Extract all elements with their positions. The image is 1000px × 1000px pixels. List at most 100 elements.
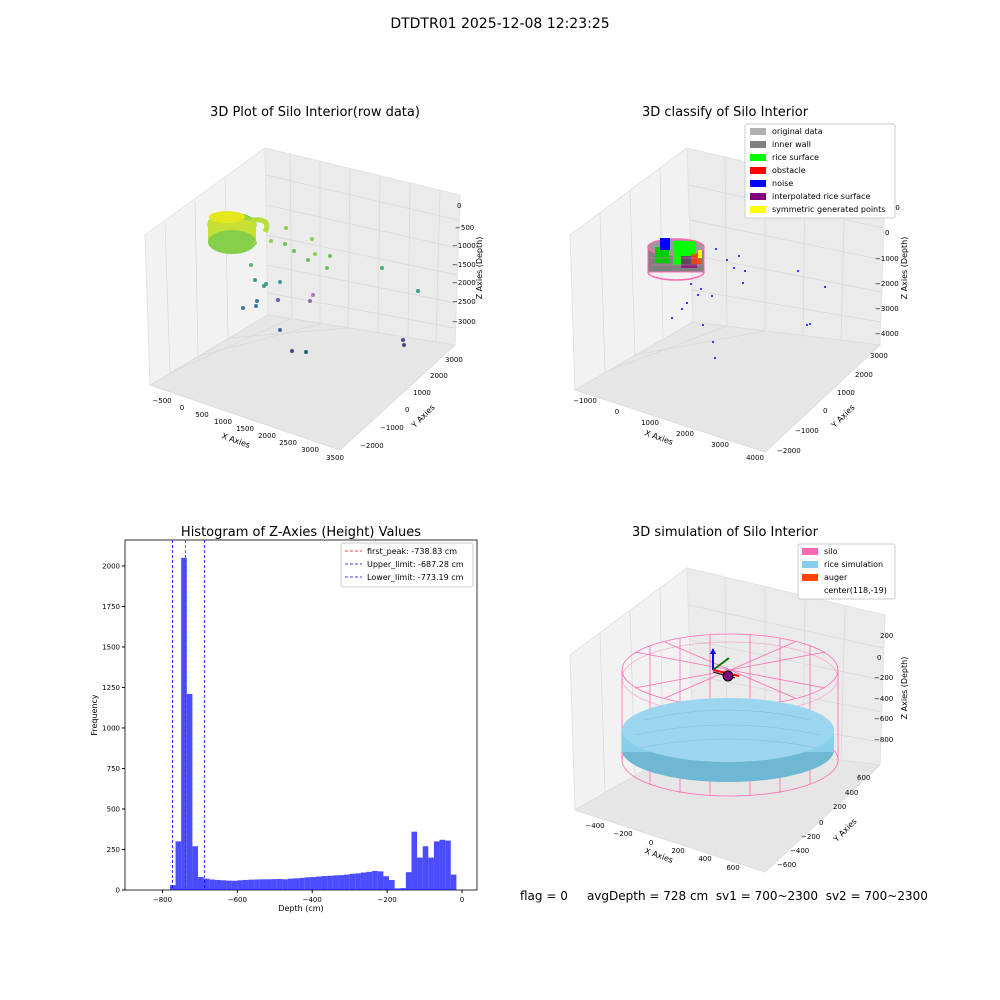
histogram-bar: [310, 877, 316, 890]
legend-label: interpolated rice surface: [772, 192, 870, 201]
classify-3d-plot: 3D classify of Silo Interior −1000 0 100…: [569, 105, 909, 462]
z-tick: −1000: [875, 255, 899, 263]
y-tick: 1750: [102, 603, 120, 611]
sim-z-label: Z Axies (Depth): [900, 657, 909, 720]
z-tick: −800: [874, 736, 893, 744]
histogram-bar: [175, 841, 182, 890]
histogram-bar: [287, 878, 294, 890]
raw-3d-plot: 3D Plot of Silo Interior(row data) −500 …: [144, 105, 484, 462]
legend-swatch: [750, 128, 766, 135]
y-tick: −600: [777, 861, 796, 869]
histogram-bar: [377, 871, 384, 890]
sim-z-ticks: 200 0 −200 −400 −600 −800: [874, 632, 893, 744]
histogram-bar: [186, 693, 193, 890]
raw-z-label: Z Axies (Depth): [475, 237, 484, 300]
histogram-bar: [271, 879, 277, 890]
histogram-bar: [198, 877, 204, 890]
z-tick: 0: [877, 654, 881, 662]
histogram-bar: [372, 870, 378, 890]
y-tick: 1000: [102, 724, 120, 732]
legend-swatch: [802, 574, 818, 581]
legend-label: rice simulation: [824, 560, 883, 569]
y-tick: −1000: [795, 427, 819, 435]
histogram-bar: [344, 874, 350, 890]
z-tick: −3000: [875, 305, 899, 313]
x-tick: 3000: [301, 446, 319, 454]
y-tick: 0: [116, 887, 120, 895]
x-tick: 0: [649, 839, 653, 847]
histogram-bar: [181, 557, 187, 890]
legend-swatch: [750, 193, 766, 200]
histogram-bar: [299, 877, 305, 890]
y-tick: 2000: [430, 372, 448, 380]
x-tick: 1000: [641, 419, 659, 427]
x-tick: −400: [303, 896, 322, 904]
raw-y-label: Y Axies: [409, 403, 437, 431]
histogram-bar: [265, 879, 272, 890]
sim-y-label: Y Axies: [831, 817, 859, 845]
legend-label: center(118,-19): [824, 586, 887, 595]
legend-label: rice surface: [772, 153, 819, 162]
x-tick: −800: [153, 896, 172, 904]
histogram-bar: [428, 857, 434, 890]
sim-auger: [710, 648, 740, 682]
x-tick: 0: [460, 896, 464, 904]
legend-swatch: [750, 167, 766, 174]
z-tick: 200: [880, 632, 893, 640]
histogram-bar: [332, 875, 339, 890]
histogram-bar: [417, 857, 423, 890]
z-tick: 0: [885, 229, 889, 237]
classify-y-label: Y Axies: [829, 403, 857, 431]
y-tick: 1000: [413, 389, 431, 397]
z-tick: −2000: [452, 279, 476, 287]
histogram-bar: [321, 876, 328, 890]
histogram-bar: [203, 878, 210, 890]
legend-label: silo: [824, 547, 838, 556]
histogram-bar: [276, 878, 283, 890]
raw-plot-title: 3D Plot of Silo Interior(row data): [210, 105, 420, 120]
x-tick: 200: [671, 847, 684, 855]
raw-grid: [164, 153, 459, 374]
classify-y-ticks: −2000 −1000 0 1000 2000 3000: [777, 352, 888, 455]
x-tick: −200: [378, 896, 397, 904]
x-tick: 600: [726, 864, 739, 872]
sim-y-ticks: −600 −400 −200 0 200 400 600: [777, 774, 870, 869]
histogram-bar: [248, 879, 255, 890]
y-tick: −400: [790, 847, 809, 855]
histogram-x-ticks: −800 −600 −400 −200 0: [153, 890, 464, 904]
legend-swatch: [802, 548, 818, 555]
raw-scatter-points: [241, 226, 420, 354]
legend-swatch: [750, 180, 766, 187]
histogram-bar: [383, 876, 389, 890]
histogram-bar: [439, 839, 446, 890]
simulation-plot-title: 3D simulation of Silo Interior: [632, 525, 819, 540]
x-tick: 500: [195, 411, 208, 419]
x-tick: 3000: [711, 441, 729, 449]
y-tick: −200: [801, 833, 820, 841]
histogram-bar: [242, 879, 249, 890]
histogram-bar: [433, 841, 440, 890]
histogram-bar: [349, 873, 356, 890]
legend-label: obstacle: [772, 166, 806, 175]
histogram-bar: [355, 873, 361, 890]
x-tick: −200: [613, 830, 632, 838]
histogram-bar: [214, 879, 221, 890]
histogram-bar: [220, 880, 227, 890]
y-tick: 2000: [855, 371, 873, 379]
raw-x-ticks: −500 0 500 1000 1500 2000 2500 3000 3500: [152, 397, 344, 462]
raw-x-label: X Axies: [220, 431, 251, 450]
y-tick: 0: [819, 819, 823, 827]
z-tick: −4000: [875, 330, 899, 338]
z-tick: −3000: [452, 318, 476, 326]
histogram-bar: [450, 874, 457, 890]
x-tick: −400: [585, 822, 604, 830]
classify-plot-title: 3D classify of Silo Interior: [642, 105, 809, 120]
avg-depth-text: avgDepth = 728 cm: [586, 889, 709, 903]
histogram-title: Histogram of Z-Axies (Height) Values: [181, 525, 421, 540]
legend-swatch: [750, 154, 766, 161]
z-tick: −2000: [875, 280, 899, 288]
histogram-y-ticks: 0 250 500 750 1000 1250 1500 1750 2000: [102, 562, 125, 895]
z-tick: −1000: [452, 242, 476, 250]
sim-x-label: X Axies: [643, 846, 674, 865]
z-tick: −2500: [452, 298, 476, 306]
